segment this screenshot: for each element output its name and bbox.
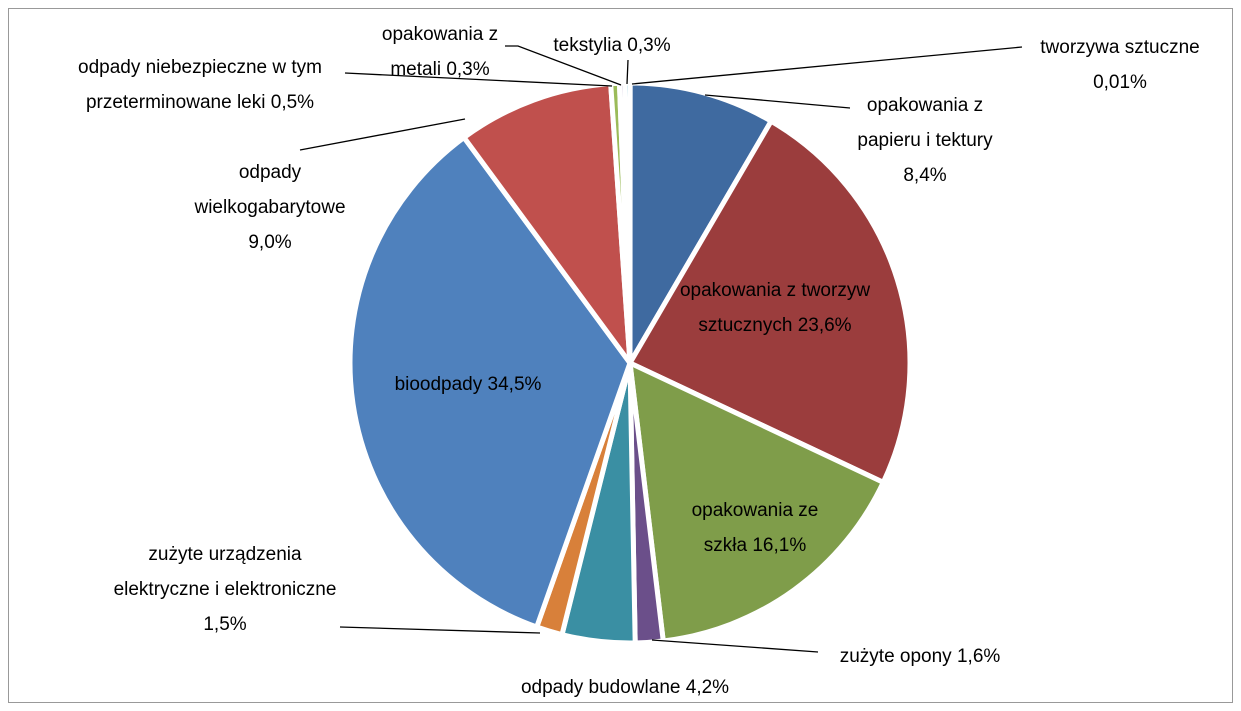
data-label: odpady budowlane 4,2% — [475, 670, 775, 705]
chart-border — [8, 8, 1233, 703]
pie-slice — [627, 118, 913, 485]
value-label: 23,6% — [797, 315, 852, 336]
leader-line — [626, 59, 629, 85]
pie-slice — [347, 135, 633, 630]
category-label: tekstylia — [553, 35, 623, 56]
category-label: opakowania z papieru i tektury — [857, 95, 993, 151]
category-label: odpady budowlane — [520, 677, 681, 698]
data-label: tworzywa sztuczne 0,01% — [1020, 30, 1220, 100]
category-label: zużyte urządzenia elektryczne i elektron… — [113, 544, 337, 600]
data-label: opakowania z metali 0,3% — [360, 17, 520, 87]
leader-line — [505, 45, 622, 86]
data-label: bioodpady 34,5% — [353, 367, 583, 402]
data-label: zużyte urządzenia elektryczne i elektron… — [105, 537, 345, 642]
category-label: odpady wielkogabarytowe — [194, 162, 346, 218]
leader-line — [651, 639, 819, 653]
value-label: 1,5% — [203, 614, 247, 635]
value-label: 0,01% — [1093, 72, 1147, 93]
category-label: opakowania z tworzyw sztucznych — [679, 280, 871, 336]
value-label: 4,2% — [685, 677, 730, 698]
data-label: opakowania z papieru i tektury 8,4% — [838, 88, 1013, 193]
leader-line — [631, 46, 1023, 85]
category-label: opakowania z metali — [381, 24, 499, 80]
value-label: 9,0% — [248, 232, 292, 253]
value-label: 0,5% — [270, 92, 315, 113]
value-label: 0,3% — [446, 59, 490, 80]
leader-line — [344, 72, 613, 87]
category-label: opakowania ze szkła — [691, 500, 819, 556]
category-label: tworzywa sztuczne — [1040, 37, 1200, 58]
data-label: odpady wielkogabarytowe 9,0% — [175, 155, 365, 260]
data-label: opakowania z tworzyw sztucznych 23,6% — [675, 273, 875, 343]
category-label: odpady niebezpieczne w tym przeterminowa… — [78, 57, 322, 113]
value-label: 34,5% — [487, 374, 542, 395]
data-label: zużyte opony 1,6% — [805, 639, 1035, 674]
leader-lines — [299, 45, 1023, 653]
data-label: tekstylia 0,3% — [527, 28, 697, 63]
value-label: 16,1% — [752, 535, 807, 556]
category-label: zużyte opony — [839, 646, 952, 667]
pie-slice — [627, 360, 886, 644]
value-label: 8,4% — [903, 165, 947, 186]
pie-slice — [461, 81, 633, 366]
data-label: opakowania ze szkła 16,1% — [670, 493, 840, 563]
leader-line — [339, 626, 541, 634]
value-label: 0,3% — [627, 35, 671, 56]
leader-line — [299, 118, 466, 151]
value-label: 1,6% — [956, 646, 1001, 667]
pie — [347, 80, 913, 646]
category-label: bioodpady — [394, 374, 483, 395]
leader-line — [704, 94, 851, 109]
data-label: odpady niebezpieczne w tym przeterminowa… — [50, 50, 350, 120]
